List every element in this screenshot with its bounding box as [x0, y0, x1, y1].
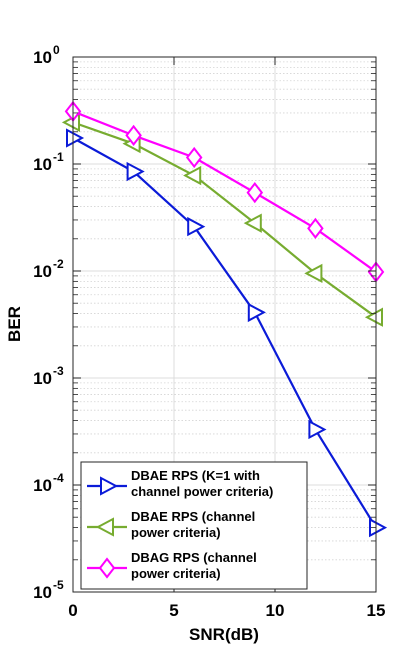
- y-tick-exponent: -3: [53, 364, 64, 378]
- legend-label: DBAG RPS (channel: [131, 550, 257, 565]
- data-point: [308, 419, 327, 440]
- x-axis-label: SNR(dB): [189, 625, 259, 644]
- legend-label: channel power criteria): [131, 484, 273, 499]
- data-point: [66, 128, 85, 148]
- series-line: [72, 121, 377, 319]
- y-tick-exponent: -2: [53, 257, 64, 271]
- y-tick-label: 10: [33, 369, 52, 388]
- series-line: [72, 110, 377, 273]
- y-tick-exponent: -5: [53, 578, 64, 592]
- y-tick-label: 10: [33, 262, 52, 281]
- data-point: [126, 161, 145, 182]
- y-tick-label: 10: [33, 155, 52, 174]
- x-tick-label: 5: [169, 601, 178, 620]
- legend-marker: [98, 557, 116, 579]
- y-axis-label: BER: [5, 306, 24, 342]
- data-point: [243, 213, 262, 233]
- series-line: [72, 137, 377, 529]
- y-tick-exponent: -1: [53, 150, 64, 164]
- tick-marks: [72, 56, 377, 593]
- legend-label: power criteria): [131, 566, 221, 581]
- x-tick-labels: 0 5 10 15: [68, 601, 385, 620]
- series-layer: [61, 100, 388, 538]
- legend-marker: [95, 517, 114, 537]
- legend-marker: [100, 476, 119, 496]
- data-point: [125, 124, 142, 147]
- y-tick-exponent: -4: [53, 471, 64, 485]
- x-tick-label: 0: [68, 601, 77, 620]
- legend-label: power criteria): [131, 525, 221, 540]
- x-tick-label: 10: [266, 601, 285, 620]
- data-point: [246, 182, 264, 204]
- data-point: [247, 302, 266, 323]
- legend-label: DBAE RPS (K=1 with: [131, 468, 260, 483]
- legend-label: DBAE RPS (channel: [131, 509, 255, 524]
- data-point: [307, 217, 324, 240]
- data-point: [304, 263, 323, 284]
- data-point: [187, 216, 206, 237]
- data-point: [185, 146, 203, 169]
- data-point: [183, 165, 202, 186]
- y-tick-exponent: 0: [53, 43, 60, 57]
- series-0: [66, 128, 388, 538]
- y-tick-label: 10: [33, 583, 52, 602]
- y-tick-label: 10: [33, 48, 52, 67]
- x-tick-label: 15: [367, 601, 386, 620]
- plot-frame: [72, 56, 377, 593]
- y-tick-label: 10: [33, 476, 52, 495]
- data-point: [369, 517, 388, 538]
